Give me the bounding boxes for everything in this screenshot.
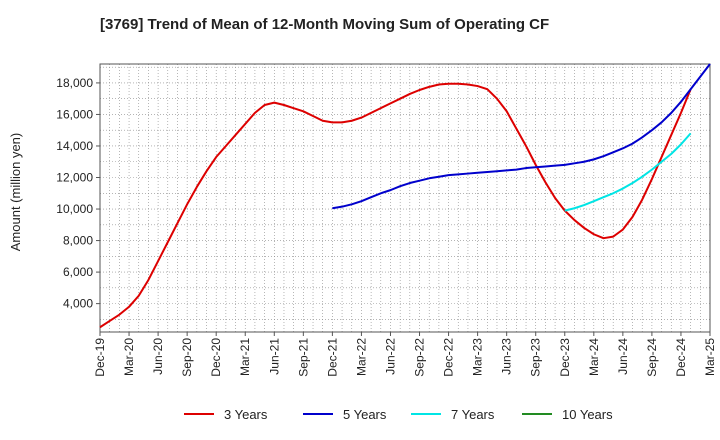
- x-tick-label: Jun-24: [616, 338, 630, 375]
- series-line-7-years: [564, 132, 692, 212]
- legend-label-5-years: 5 Years: [343, 407, 387, 422]
- x-tick-label: Jun-20: [151, 338, 165, 375]
- x-tick-label: Mar-22: [354, 338, 368, 376]
- chart-title: [3769] Trend of Mean of 12-Month Moving …: [100, 16, 549, 33]
- plot-area-frame: [99, 63, 711, 333]
- x-tick-label: Sep-24: [645, 338, 659, 377]
- x-tick-label: Sep-22: [413, 338, 427, 377]
- x-tick-label: Jun-21: [267, 338, 281, 375]
- x-tick-label: Dec-21: [325, 338, 339, 377]
- y-tick-label: 18,000: [56, 76, 93, 90]
- x-tick-label: Jun-22: [383, 338, 397, 375]
- series-line-3-years: [99, 82, 692, 329]
- legend-label-10-years: 10 Years: [562, 407, 613, 422]
- x-tick-label: Dec-23: [558, 338, 572, 377]
- series-line-5-years: [332, 63, 711, 210]
- x-tick-label: Dec-20: [209, 338, 223, 377]
- x-axis: Dec-19 Mar-20 Jun-20 Sep-20 Dec-20 Mar-21 Jun-…: [93, 332, 717, 377]
- x-tick-label: Dec-24: [674, 338, 688, 377]
- x-tick-label: Sep-21: [296, 338, 310, 377]
- y-tick-label: 16,000: [56, 107, 93, 121]
- x-tick-label: Mar-20: [122, 338, 136, 376]
- series-lines: [99, 63, 711, 329]
- x-tick-label: Dec-22: [442, 338, 456, 377]
- y-tick-label: 10,000: [56, 202, 93, 216]
- y-axis: 4,000 6,000 8,000 10,000 12,000 14,000 16,000 1…: [56, 76, 100, 311]
- y-tick-label: 14,000: [56, 139, 93, 153]
- legend-label-3-years: 3 Years: [224, 407, 268, 422]
- x-tick-label: Sep-20: [180, 338, 194, 377]
- legend-label-7-years: 7 Years: [451, 407, 495, 422]
- y-tick-label: 6,000: [63, 265, 93, 279]
- y-tick-label: 4,000: [63, 297, 93, 311]
- x-tick-label: Mar-25: [703, 338, 717, 376]
- x-tick-label: Mar-24: [587, 338, 601, 376]
- x-tick-label: Mar-21: [238, 338, 252, 376]
- y-axis-label: Amount (million yen): [8, 133, 23, 252]
- y-tick-label: 12,000: [56, 171, 93, 185]
- x-tick-label: Jun-23: [500, 338, 514, 375]
- x-tick-label: Dec-19: [93, 338, 107, 377]
- x-tick-label: Sep-23: [529, 338, 543, 377]
- y-tick-label: 8,000: [63, 234, 93, 248]
- x-tick-label: Mar-23: [471, 338, 485, 376]
- legend: 3 Years 5 Years 7 Years 10 Years: [184, 407, 613, 422]
